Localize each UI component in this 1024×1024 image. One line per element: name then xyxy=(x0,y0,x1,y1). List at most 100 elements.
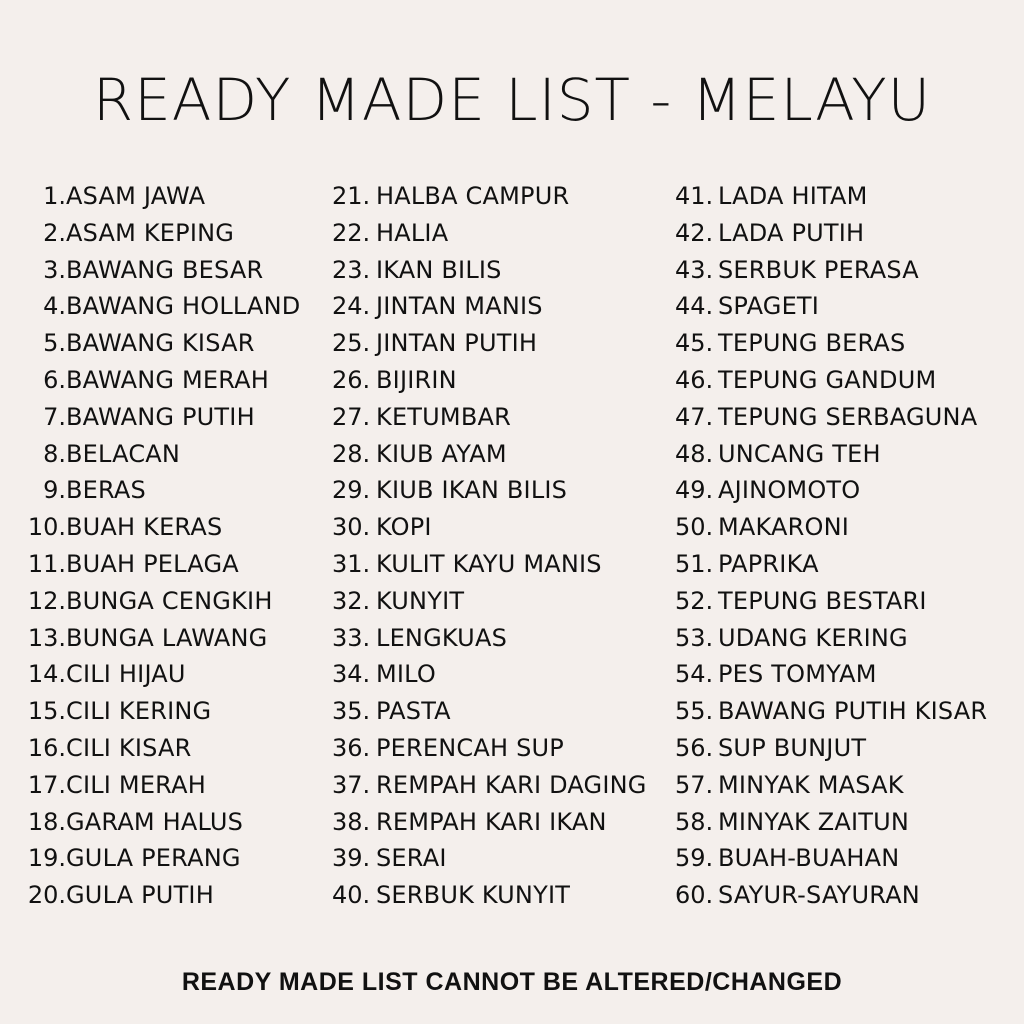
item-label: BAWANG BESAR xyxy=(66,255,264,284)
item-number: 44. xyxy=(675,292,714,321)
list-item: 25. JINTAN PUTIH xyxy=(332,325,647,362)
item-number: 7. xyxy=(43,402,66,431)
item-number: 4. xyxy=(43,292,66,321)
list-item: 50. MAKARONI xyxy=(675,509,987,546)
list-item: 41. LADA HITAM xyxy=(675,178,987,215)
list-item: 33. LENGKUAS xyxy=(332,620,647,657)
item-number: 40. xyxy=(332,881,371,910)
list-item: 51. PAPRIKA xyxy=(675,546,987,583)
item-number: 59. xyxy=(675,844,714,873)
item-number: 38. xyxy=(332,807,371,836)
item-number: 13. xyxy=(27,623,66,652)
list-item: 42. LADA PUTIH xyxy=(675,215,987,252)
item-label: REMPAH KARI DAGING xyxy=(376,770,647,799)
list-column-3: 41. LADA HITAM 42. LADA PUTIH 43. SERBUK PERA… xyxy=(675,178,987,914)
list-item: 58. MINYAK ZAITUN xyxy=(675,804,987,841)
list-item: 13. BUNGA LAWANG xyxy=(18,620,300,657)
list-item: 6. BAWANG MERAH xyxy=(18,362,300,399)
list-item: 31. KULIT KAYU MANIS xyxy=(332,546,647,583)
item-label: KIUB IKAN BILIS xyxy=(376,476,568,505)
item-number: 12. xyxy=(27,586,66,615)
list-item: 29. KIUB IKAN BILIS xyxy=(332,472,647,509)
item-number: 10. xyxy=(27,513,66,542)
item-number: 41. xyxy=(675,182,714,210)
item-number: 17. xyxy=(27,770,66,799)
list-item: 34. MILO xyxy=(332,656,647,693)
item-number: 3. xyxy=(43,255,66,284)
list-column-1: 1. ASAM JAWA 2. ASAM KEPING 3. BAWANG BESAR 4.… xyxy=(18,178,300,914)
item-label: MAKARONI xyxy=(718,513,850,542)
item-number: 8. xyxy=(43,439,66,468)
item-label: JINTAN MANIS xyxy=(376,292,543,321)
item-label: CILI MERAH xyxy=(66,770,206,799)
item-label: BAWANG PUTIH KISAR xyxy=(718,697,988,726)
item-number: 43. xyxy=(675,255,714,284)
list-item: 56. SUP BUNJUT xyxy=(675,730,987,767)
list-item: 54. PES TOMYAM xyxy=(675,656,987,693)
list-item: 1. ASAM JAWA xyxy=(18,178,300,215)
list-item: 19. GULA PERANG xyxy=(18,840,300,877)
list-item: 15. CILI KERING xyxy=(18,693,300,730)
item-number: 20. xyxy=(27,881,66,910)
item-label: BAWANG KISAR xyxy=(66,329,255,358)
item-label: SERBUK PERASA xyxy=(718,255,919,284)
item-number: 2. xyxy=(43,218,66,247)
item-number: 39. xyxy=(332,844,371,873)
item-label: TEPUNG GANDUM xyxy=(718,365,937,394)
item-number: 60. xyxy=(675,881,714,910)
list-item: 4. BAWANG HOLLAND xyxy=(18,288,300,325)
item-label: PES TOMYAM xyxy=(718,660,877,689)
item-number: 15. xyxy=(27,697,66,726)
item-label: CILI HIJAU xyxy=(66,660,186,689)
item-number: 5. xyxy=(43,329,66,358)
item-number: 37. xyxy=(332,770,371,799)
item-label: GARAM HALUS xyxy=(66,807,244,836)
item-label: SERBUK KUNYIT xyxy=(376,881,571,910)
list-item: 27. KETUMBAR xyxy=(332,399,647,436)
list-item: 21. HALBA CAMPUR xyxy=(332,178,647,215)
list-item: 45. TEPUNG BERAS xyxy=(675,325,987,362)
item-label: IKAN BILIS xyxy=(376,255,502,284)
item-label: PERENCAH SUP xyxy=(376,733,564,762)
item-number: 31. xyxy=(332,549,371,578)
list-item: 23. IKAN BILIS xyxy=(332,252,647,289)
item-number: 18. xyxy=(27,807,66,836)
item-number: 49. xyxy=(675,476,714,505)
item-label: GULA PERANG xyxy=(66,844,241,873)
item-number: 53. xyxy=(675,623,714,652)
item-number: 16. xyxy=(27,733,66,762)
item-label: BELACAN xyxy=(66,439,181,468)
list-item: 55. BAWANG PUTIH KISAR xyxy=(675,693,987,730)
item-number: 24. xyxy=(332,292,371,321)
list-item: 48. UNCANG TEH xyxy=(675,436,987,473)
list-item: 7. BAWANG PUTIH xyxy=(18,399,300,436)
item-number: 45. xyxy=(675,329,714,358)
item-number: 29. xyxy=(332,476,371,505)
item-label: BAWANG HOLLAND xyxy=(66,292,301,321)
list-item: 60. SAYUR-SAYURAN xyxy=(675,877,987,914)
item-number: 22. xyxy=(332,218,371,247)
list-item: 35. PASTA xyxy=(332,693,647,730)
item-label: SAYUR-SAYURAN xyxy=(718,881,920,910)
item-label: UDANG KERING xyxy=(718,623,908,652)
list-item: 8. BELACAN xyxy=(18,436,300,473)
item-number: 11. xyxy=(27,549,66,578)
item-label: TEPUNG BERAS xyxy=(718,329,906,358)
page-title: READY MADE LIST - MELAYU xyxy=(92,66,932,134)
item-number: 34. xyxy=(332,660,371,689)
item-label: MINYAK MASAK xyxy=(718,770,904,799)
item-number: 21. xyxy=(332,182,371,210)
item-label: KETUMBAR xyxy=(376,402,511,431)
list-item: 10. BUAH KERAS xyxy=(18,509,300,546)
item-label: BAWANG PUTIH xyxy=(66,402,255,431)
list-item: 20. GULA PUTIH xyxy=(18,877,300,914)
item-number: 28. xyxy=(332,439,371,468)
list-item: 22. HALIA xyxy=(332,215,647,252)
item-number: 55. xyxy=(675,697,714,726)
item-label: BUAH-BUAHAN xyxy=(718,844,900,873)
item-number: 23. xyxy=(332,255,371,284)
item-label: KULIT KAYU MANIS xyxy=(376,549,602,578)
item-label: SPAGETI xyxy=(718,292,820,321)
footer-notice: READY MADE LIST CANNOT BE ALTERED/CHANGE… xyxy=(181,968,843,996)
item-label: PASTA xyxy=(376,697,451,726)
